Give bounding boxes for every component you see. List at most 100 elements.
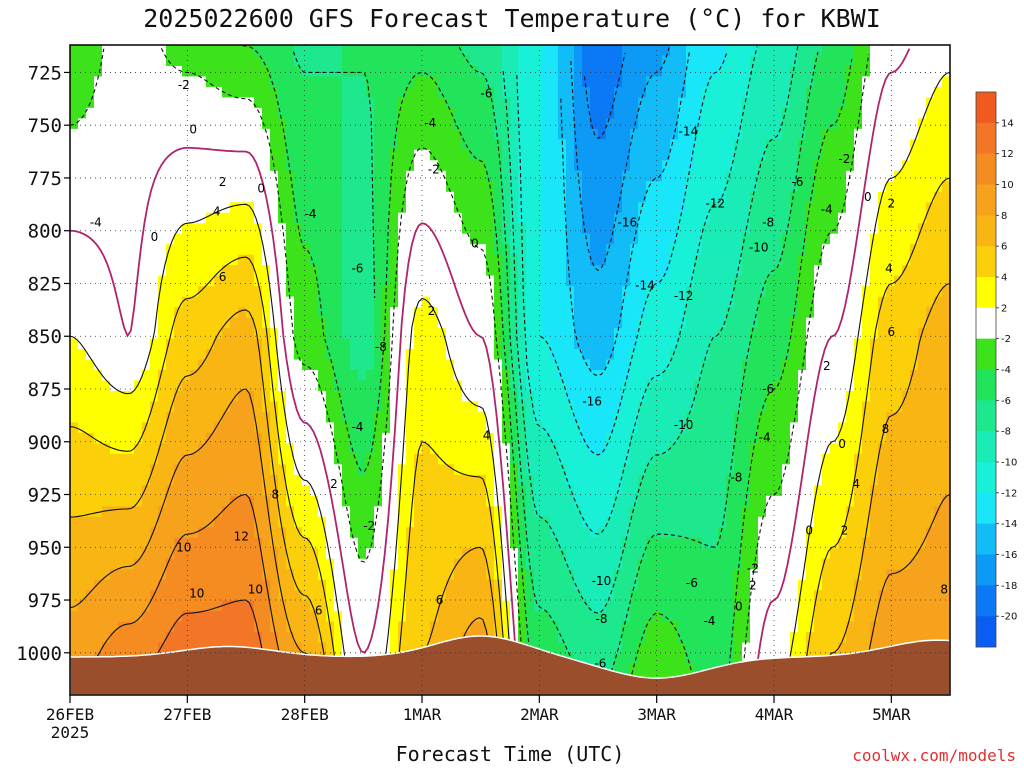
- field-cell: [78, 506, 87, 518]
- field-cell: [534, 569, 543, 581]
- field-cell: [238, 86, 247, 99]
- field-cell: [422, 223, 431, 235]
- field-cell: [374, 558, 383, 570]
- field-cell: [454, 401, 463, 413]
- field-cell: [518, 579, 527, 591]
- field-cell: [422, 55, 431, 67]
- field-cell: [502, 170, 511, 182]
- field-cell: [598, 160, 607, 172]
- field-cell: [470, 474, 479, 486]
- field-cell: [262, 359, 271, 371]
- field-cell: [222, 495, 231, 507]
- field-cell: [302, 45, 311, 57]
- field-cell: [502, 495, 511, 507]
- field-cell: [582, 170, 591, 182]
- field-cell: [462, 202, 471, 214]
- field-cell: [262, 621, 271, 633]
- field-cell: [638, 223, 647, 235]
- field-cell: [470, 317, 479, 329]
- field-cell: [654, 118, 663, 130]
- field-cell: [78, 275, 87, 287]
- field-cell: [142, 370, 151, 382]
- field-cell: [662, 579, 671, 591]
- field-cell: [94, 422, 103, 434]
- field-cell: [70, 76, 79, 88]
- field-cell: [294, 181, 303, 193]
- field-cell: [486, 233, 495, 245]
- field-cell: [254, 506, 263, 518]
- field-cell: [558, 212, 567, 224]
- field-cell: [94, 286, 103, 298]
- field-cell: [478, 600, 487, 612]
- field-cell: [270, 286, 279, 298]
- field-cell: [462, 485, 471, 497]
- field-cell: [662, 390, 671, 403]
- field-cell: [382, 254, 391, 266]
- field-cell: [526, 453, 535, 465]
- field-cell: [86, 65, 95, 78]
- field-cell: [478, 275, 487, 287]
- field-cell: [142, 632, 151, 644]
- field-cell: [238, 349, 247, 361]
- field-cell: [574, 474, 583, 486]
- field-cell: [158, 464, 167, 476]
- field-cell: [414, 139, 423, 151]
- field-cell: [502, 139, 511, 151]
- field-cell: [494, 453, 503, 465]
- field-cell: [318, 569, 327, 581]
- field-cell: [78, 600, 87, 612]
- field-cell: [398, 621, 407, 633]
- field-cell: [350, 642, 359, 654]
- field-cell: [110, 139, 119, 151]
- field-cell: [374, 537, 383, 549]
- field-cell: [598, 569, 607, 581]
- field-cell: [382, 76, 391, 88]
- field-cell: [334, 432, 343, 444]
- field-cell: [582, 590, 591, 602]
- field-cell: [702, 265, 711, 277]
- field-cell: [382, 453, 391, 465]
- field-cell: [630, 254, 639, 266]
- field-cell: [694, 432, 703, 444]
- field-cell: [318, 212, 327, 224]
- field-cell: [374, 443, 383, 455]
- field-cell: [302, 307, 311, 319]
- field-cell: [126, 579, 135, 591]
- field-cell: [214, 432, 223, 444]
- field-cell: [374, 223, 383, 235]
- field-cell: [414, 495, 423, 507]
- field-cell: [318, 401, 327, 413]
- field-cell: [414, 590, 423, 602]
- field-cell: [446, 548, 455, 560]
- field-cell: [622, 86, 631, 99]
- field-cell: [534, 443, 543, 455]
- field-cell: [254, 590, 263, 602]
- field-cell: [78, 118, 87, 130]
- field-cell: [414, 65, 423, 78]
- field-cell: [430, 107, 439, 119]
- field-cell: [318, 55, 327, 67]
- field-cell: [606, 55, 615, 67]
- field-cell: [366, 76, 375, 88]
- field-cell: [94, 432, 103, 444]
- field-cell: [190, 118, 199, 130]
- field-cell: [646, 527, 655, 539]
- field-cell: [486, 139, 495, 151]
- field-cell: [302, 548, 311, 560]
- field-cell: [502, 328, 511, 340]
- field-cell: [630, 97, 639, 109]
- field-cell: [694, 55, 703, 67]
- field-cell: [534, 149, 543, 161]
- field-cell: [486, 317, 495, 329]
- field-cell: [590, 611, 599, 623]
- field-cell: [518, 422, 527, 434]
- field-cell: [486, 611, 495, 623]
- field-cell: [670, 370, 679, 382]
- field-cell: [294, 170, 303, 182]
- field-cell: [630, 422, 639, 434]
- field-cell: [590, 653, 599, 665]
- field-cell: [222, 296, 231, 308]
- field-cell: [670, 621, 679, 633]
- field-cell: [478, 212, 487, 224]
- field-cell: [446, 160, 455, 172]
